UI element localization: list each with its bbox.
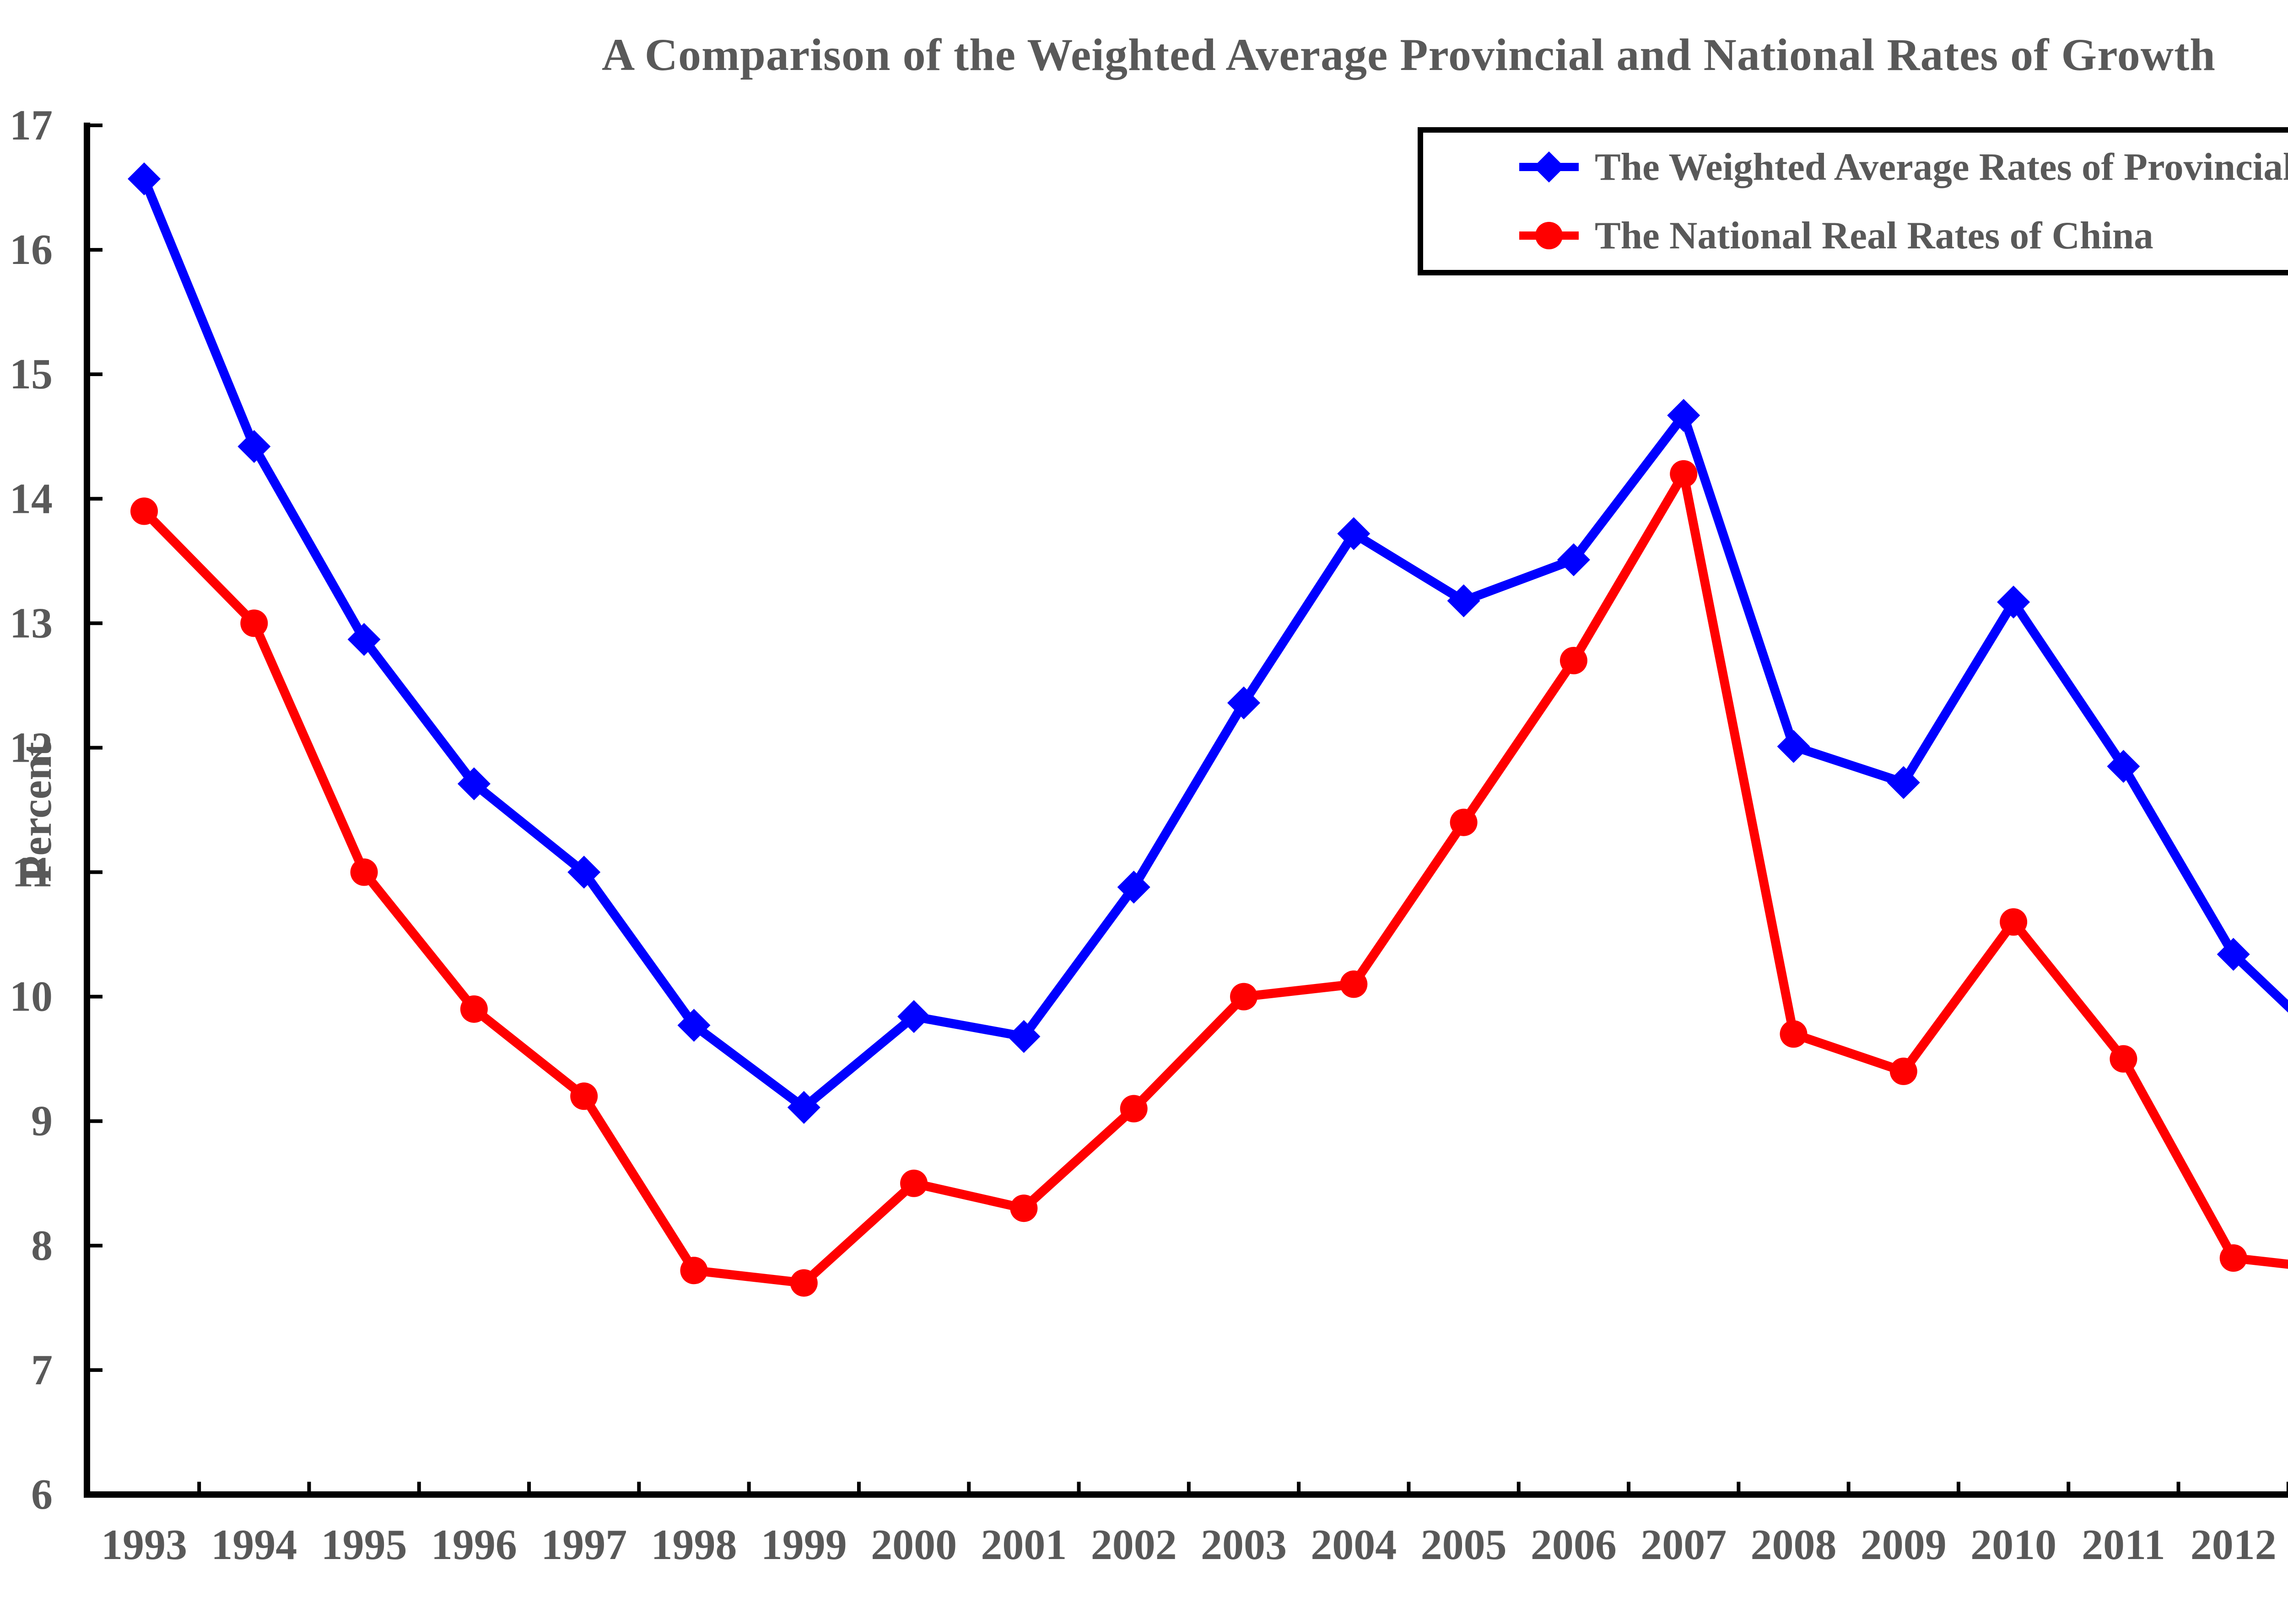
national-data-point xyxy=(680,1257,708,1285)
national-data-point xyxy=(240,609,268,637)
national-legend-marker-icon xyxy=(1519,222,1579,249)
x-tick-label: 2012 xyxy=(2191,1521,2277,1569)
y-tick-label: 7 xyxy=(31,1346,53,1394)
provincial-data-point xyxy=(897,1000,931,1033)
x-tick-label: 2002 xyxy=(1091,1521,1177,1569)
x-tick-label: 2003 xyxy=(1201,1521,1287,1569)
provincial-data-point xyxy=(347,623,381,656)
national-data-point xyxy=(1670,460,1698,488)
x-tick-label: 2001 xyxy=(981,1521,1067,1569)
national-data-point xyxy=(2219,1244,2247,1272)
provincial-data-point xyxy=(1887,766,1920,799)
chart-title: A Comparison of the Weighted Average Pro… xyxy=(602,29,2216,80)
legend-label-national: The National Real Rates of China xyxy=(1595,214,2153,257)
national-data-point xyxy=(1560,646,1587,674)
national-data-point xyxy=(790,1269,818,1297)
national-data-point xyxy=(2110,1045,2137,1073)
x-tick-label: 1994 xyxy=(211,1521,297,1569)
national-data-point xyxy=(350,858,378,886)
x-tick-label: 2010 xyxy=(1970,1521,2056,1569)
x-tick-label: 1996 xyxy=(431,1521,517,1569)
legend-label-provincial: The Weighted Average Rates of Provincial… xyxy=(1595,145,2288,188)
x-tick-label: 2000 xyxy=(871,1521,957,1569)
y-tick-label: 17 xyxy=(10,102,53,149)
provincial-data-point xyxy=(2107,750,2140,783)
provincial-data-point xyxy=(2217,938,2250,971)
provincial-data-point xyxy=(567,855,601,889)
national-data-point xyxy=(1450,808,1478,836)
provincial-data-point xyxy=(677,1009,711,1042)
provincial-series-line xyxy=(140,174,2288,1112)
provincial-data-point xyxy=(457,767,491,801)
provincial-data-point xyxy=(787,1091,820,1124)
x-tick-label: 2008 xyxy=(1751,1521,1837,1569)
provincial-data-point xyxy=(1227,686,1260,720)
national-series-line xyxy=(140,469,2288,1288)
x-tick-label: 1998 xyxy=(651,1521,737,1569)
y-tick-label: 6 xyxy=(31,1471,53,1518)
national-data-point xyxy=(900,1169,928,1197)
x-tick-label: 1993 xyxy=(101,1521,187,1569)
x-tick-label: 2006 xyxy=(1531,1521,1617,1569)
provincial-data-point xyxy=(1447,584,1480,618)
y-tick-label: 9 xyxy=(31,1097,53,1145)
x-tick-label: 2004 xyxy=(1311,1521,1397,1569)
national-data-point xyxy=(1230,983,1257,1011)
national-data-point xyxy=(1780,1020,1808,1048)
national-data-point xyxy=(460,995,488,1023)
y-tick-label: 13 xyxy=(10,599,53,647)
y-tick-label: 14 xyxy=(10,475,53,522)
y-tick-label: 8 xyxy=(31,1222,53,1269)
provincial-legend-marker-icon xyxy=(1519,151,1579,183)
provincial-data-point xyxy=(237,430,271,463)
x-tick-label: 1995 xyxy=(321,1521,407,1569)
legend: The Weighted Average Rates of Provincial… xyxy=(1418,127,2288,275)
provincial-data-point xyxy=(1007,1020,1041,1053)
national-data-point xyxy=(1010,1194,1038,1222)
x-tick-label: 1999 xyxy=(761,1521,847,1569)
x-tick-label: 2005 xyxy=(1421,1521,1507,1569)
provincial-data-point xyxy=(1667,398,1700,432)
y-tick-label: 15 xyxy=(10,350,53,398)
legend-item-national: The National Real Rates of China xyxy=(1423,201,2288,270)
provincial-data-point xyxy=(1777,730,1810,763)
x-tick-label: 2009 xyxy=(1861,1521,1947,1569)
x-tick-label: 2007 xyxy=(1640,1521,1727,1569)
y-tick-label: 11 xyxy=(12,849,53,896)
provincial-data-point xyxy=(1997,586,2030,619)
national-data-point xyxy=(1120,1095,1148,1123)
national-data-point xyxy=(130,497,158,525)
provincial-data-point xyxy=(1337,517,1371,550)
x-tick-label: 1997 xyxy=(541,1521,627,1569)
legend-item-provincial: The Weighted Average Rates of Provincial… xyxy=(1423,133,2288,201)
national-data-point xyxy=(570,1082,598,1110)
provincial-data-point xyxy=(1117,871,1150,904)
provincial-data-point xyxy=(128,162,161,195)
national-data-point xyxy=(1889,1057,1917,1085)
x-tick-label: 2011 xyxy=(2082,1521,2165,1569)
y-tick-label: 16 xyxy=(10,226,53,274)
national-data-point xyxy=(1340,970,1368,998)
y-axis-label: Percent xyxy=(13,742,60,882)
y-tick-label: 12 xyxy=(10,724,53,771)
provincial-data-point xyxy=(1557,543,1590,576)
national-data-point xyxy=(2000,908,2028,936)
y-tick-label: 10 xyxy=(10,973,53,1021)
